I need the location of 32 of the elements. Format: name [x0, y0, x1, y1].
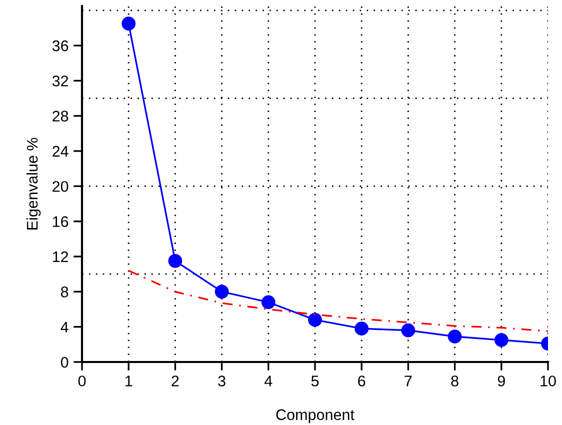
y-tick-label: 20 — [52, 181, 68, 192]
point — [494, 333, 508, 347]
x-tick-label: 7 — [404, 376, 412, 386]
point — [214, 284, 229, 299]
y-tick-label: 8 — [60, 286, 68, 298]
x-tick-label: 6 — [358, 376, 366, 386]
y-tick-label: 0 — [60, 356, 68, 368]
x-tick-label: 1 — [126, 376, 132, 386]
point — [261, 295, 276, 310]
y-tick-label: 12 — [52, 251, 68, 262]
x-tick-label: 10 — [540, 376, 556, 386]
x-axis-title: Component — [276, 409, 354, 424]
y-tick-label: 16 — [52, 216, 68, 228]
x-tick-label: 3 — [218, 376, 226, 386]
point — [308, 312, 322, 327]
y-tick-label: 4 — [60, 322, 68, 332]
x-tick-label: 2 — [172, 376, 179, 386]
x-tick-label: 5 — [311, 376, 319, 386]
y-tick-label: 32 — [52, 76, 68, 86]
x-tick-label: 8 — [451, 376, 458, 386]
y-tick-label: 28 — [52, 110, 68, 122]
y-tick-label: 36 — [52, 40, 68, 52]
point — [354, 322, 369, 336]
point — [168, 254, 182, 268]
point — [122, 16, 136, 31]
y-tick-label: 24 — [52, 146, 68, 157]
x-tick-label: 0 — [78, 376, 86, 386]
x-tick-label: 9 — [498, 376, 505, 386]
point — [401, 323, 416, 338]
point — [448, 330, 462, 344]
y-axis-title: Eigenvalue % — [26, 138, 41, 230]
x-tick-label: 4 — [264, 376, 272, 386]
